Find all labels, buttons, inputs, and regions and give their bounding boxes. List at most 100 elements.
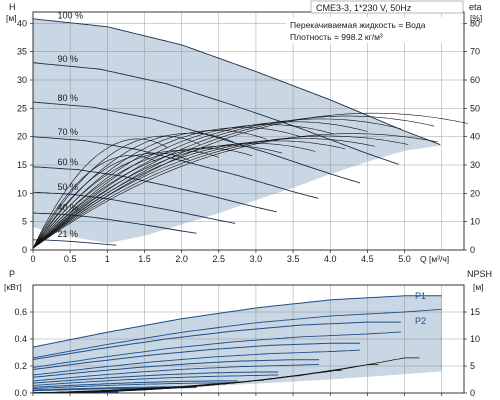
power-axis-label: P: [9, 269, 15, 279]
efficiency-curve-eta_b-1: [32, 152, 190, 249]
efficiency-curve-eta_a-6: [32, 121, 368, 249]
npsh-y-tick-label: 0: [470, 388, 475, 398]
y-tick-label-right: 80: [470, 18, 480, 28]
y-tick-label-left: 15: [17, 160, 27, 170]
head-curve-40: [32, 212, 197, 234]
efficiency-curve-eta_a-2: [32, 132, 234, 249]
speed-label: 100 %: [58, 11, 84, 21]
power-curve-p2-4: [32, 374, 279, 386]
y-tick-label-left: 5: [22, 217, 27, 227]
chart-title: CME3-3, 1*230 V, 50Hz: [316, 3, 412, 13]
npsh-y-tick-label: 5: [470, 361, 475, 371]
head-curve-90: [32, 62, 399, 165]
efficiency-curve-eta_b-2: [32, 150, 219, 249]
efficiency-curve-eta_a-0: [32, 138, 167, 249]
power-npsh-chart: 0.0 0.2 0.4 0.6 0 5 10 15 P [кВт] NPSH [м] P1 P…: [4, 269, 492, 398]
speed-label: 90 %: [58, 54, 79, 64]
title-box: [310, 0, 464, 14]
speed-label: 80 %: [58, 93, 79, 103]
y-tick-label-left: 35: [17, 47, 27, 57]
speed-label: 60 %: [58, 157, 79, 167]
power-curve-p1-1: [32, 321, 401, 360]
npsh-curves: [32, 357, 420, 394]
y-tick-label-right: 60: [470, 75, 480, 85]
y-tick-label-left: 20: [17, 132, 27, 142]
efficiency-curve-eta_a-4: [32, 127, 301, 249]
speed-label: 70 %: [58, 127, 79, 137]
efficiency-curve-eta_a-5: [32, 124, 335, 249]
power-gridlines: [33, 285, 464, 393]
x-tick-label: 1: [105, 254, 110, 264]
speed-label: 40 %: [58, 202, 79, 212]
x-tick-label: 5.0: [398, 254, 411, 264]
speed-label: 50 %: [58, 182, 79, 192]
head-gridlines: [33, 12, 464, 250]
efficiency-curve-eta_b-6: [32, 140, 346, 249]
power-curve-p1-5: [32, 380, 238, 388]
power-curve-p1-0: [32, 295, 442, 348]
power-curve-p1-3: [32, 359, 320, 378]
power-y-tick-label: 0.4: [14, 334, 27, 344]
power-axis-unit: [кВт]: [4, 282, 22, 292]
x-axis-label: Q [м³/ч]: [420, 254, 449, 264]
y-tick-label-left: 0: [22, 245, 27, 255]
note-density: Плотность = 998.2 кг/м³: [290, 32, 383, 42]
npsh-axis-unit: [м]: [473, 282, 484, 292]
x-tick-label: 0: [30, 254, 35, 264]
head-curve-50: [32, 191, 236, 224]
y-tick-label-right: 50: [470, 103, 480, 113]
efficiency-curve-eta_a-7: [32, 118, 401, 249]
x-tick-label: 4.5: [361, 254, 374, 264]
efficiency-curve-eta_a-1: [32, 135, 201, 249]
power-curve-p2-1: [32, 331, 401, 368]
operating-region-head: [33, 18, 442, 244]
power-curve-p2-0: [32, 308, 442, 359]
x-tick-label: 1.5: [138, 254, 151, 264]
head-curve-70: [32, 136, 319, 199]
power-curve-p2-2: [32, 349, 361, 376]
y-tick-label-right: 30: [470, 160, 480, 170]
power-y-tick-label: 0.0: [14, 388, 27, 398]
x-tick-label: 3.0: [250, 254, 263, 264]
power-curve-p2-5: [32, 382, 238, 390]
y-tick-label-right: 20: [470, 188, 480, 198]
power-ticks: 0.0 0.2 0.4 0.6 0 5 10 15: [14, 307, 480, 398]
y-tick-label-left: 40: [17, 18, 27, 28]
power-curve-p1-4: [32, 371, 279, 384]
power-y-tick-label: 0.6: [14, 307, 27, 317]
head-axis-label-unit: [м]: [6, 13, 17, 23]
x-tick-label: 2.0: [175, 254, 188, 264]
power-curve-p2-3: [32, 363, 320, 382]
speed-labels: 100 % 90 % 80 % 70 % 60 % 50 % 40 % 21 %: [58, 11, 84, 239]
power-y-tick-label: 0.2: [14, 361, 27, 371]
series-label-p1: P1: [415, 291, 426, 301]
y-tick-label-left: 30: [17, 75, 27, 85]
efficiency-curve-eta_b-3: [32, 147, 253, 249]
eta-axis-unit: [%]: [470, 13, 482, 23]
npsh-axis-label: NPSH: [467, 269, 492, 279]
npsh-y-tick-label: 10: [470, 334, 480, 344]
power-curve-p1-2: [32, 342, 360, 370]
head-plot-frame: [32, 11, 465, 251]
head-curve-100: [32, 18, 441, 146]
y-tick-label-right: 0: [470, 245, 475, 255]
y-tick-label-right: 40: [470, 132, 480, 142]
notes-box: [286, 17, 461, 43]
head-ticks: 0 0.5 1 1.5 2.0 2.5 3.0 3.5 4.0 4.5 5.0 0 5 10 15 20 25 3…: [17, 18, 480, 264]
note-liquid: Перекачиваемая жидкость = Вода: [290, 20, 426, 30]
operating-region-power: [33, 295, 442, 392]
head-chart: 0 0.5 1 1.5 2.0 2.5 3.0 3.5 4.0 4.5 5.0 0 5 10 15 20 25 3…: [6, 0, 482, 264]
speed-label: 21 %: [58, 229, 79, 239]
head-curve-21: [32, 239, 117, 246]
efficiency-curve-eta_b-5: [32, 143, 316, 249]
x-tick-label: 0.5: [64, 254, 77, 264]
head-axis-label-h: H: [9, 2, 16, 12]
efficiency-curve-eta_b-9: [32, 133, 439, 249]
x-tick-label: 4.0: [324, 254, 337, 264]
y-tick-label-right: 70: [470, 47, 480, 57]
x-tick-label: 2.5: [213, 254, 226, 264]
y-tick-label-right: 10: [470, 217, 480, 227]
x-tick-label: 3.5: [287, 254, 300, 264]
y-tick-label-left: 10: [17, 188, 27, 198]
